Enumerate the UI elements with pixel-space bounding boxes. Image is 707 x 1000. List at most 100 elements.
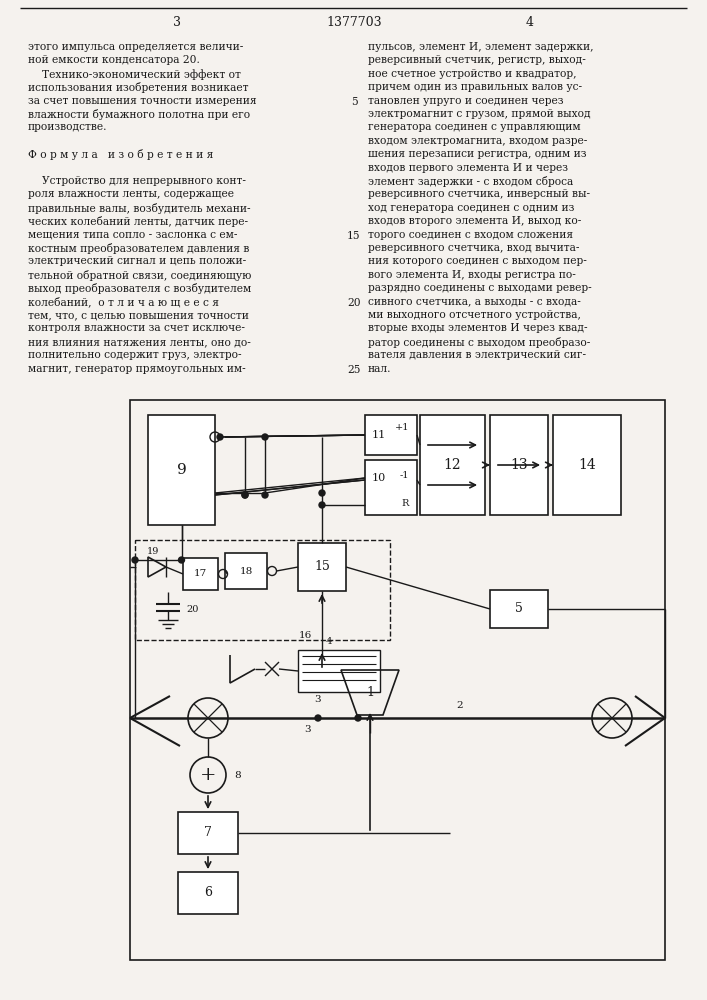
Text: причем один из правильных валов ус-: причем один из правильных валов ус- <box>368 82 582 92</box>
Text: использования изобретения возникает: использования изобретения возникает <box>28 82 248 93</box>
Text: -1: -1 <box>399 471 409 480</box>
Circle shape <box>242 492 248 498</box>
Bar <box>365 415 417 455</box>
Text: реверсивный счетчик, регистр, выход-: реверсивный счетчик, регистр, выход- <box>368 55 586 65</box>
Bar <box>130 400 665 960</box>
Bar <box>365 460 417 515</box>
Text: 5: 5 <box>351 97 357 107</box>
Bar <box>553 415 621 515</box>
Circle shape <box>217 434 223 440</box>
Text: Устройство для непрерывного конт-: Устройство для непрерывного конт- <box>42 176 246 186</box>
Text: ния которого соединен с выходом пер-: ния которого соединен с выходом пер- <box>368 256 587 266</box>
Text: контроля влажности за счет исключе-: контроля влажности за счет исключе- <box>28 323 245 333</box>
Text: электромагнит с грузом, прямой выход: электромагнит с грузом, прямой выход <box>368 109 590 119</box>
Text: 10: 10 <box>372 473 386 483</box>
Text: 4: 4 <box>526 15 534 28</box>
Text: влажности бумажного полотна при его: влажности бумажного полотна при его <box>28 109 250 120</box>
Text: реверсивного счетчика, вход вычита-: реверсивного счетчика, вход вычита- <box>368 243 580 253</box>
Circle shape <box>242 492 248 498</box>
Text: за счет повышения точности измерения: за счет повышения точности измерения <box>28 96 257 106</box>
Text: ческих колебаний ленты, датчик пере-: ческих колебаний ленты, датчик пере- <box>28 216 248 227</box>
Text: 4: 4 <box>326 638 332 647</box>
Text: 17: 17 <box>194 570 207 578</box>
Bar <box>298 650 380 692</box>
Text: 8: 8 <box>234 770 240 780</box>
Text: роля влажности ленты, содержащее: роля влажности ленты, содержащее <box>28 189 234 199</box>
Text: этого импульса определяется величи-: этого импульса определяется величи- <box>28 42 243 52</box>
Text: вого элемента И, входы регистра по-: вого элемента И, входы регистра по- <box>368 270 576 280</box>
Circle shape <box>355 715 361 721</box>
Bar <box>148 415 215 525</box>
Text: магнит, генератор прямоугольных им-: магнит, генератор прямоугольных им- <box>28 364 246 374</box>
Text: 16: 16 <box>298 631 312 640</box>
Text: ратор соединены с выходом преобразо-: ратор соединены с выходом преобразо- <box>368 337 590 348</box>
Text: шения перезаписи регистра, одним из: шения перезаписи регистра, одним из <box>368 149 587 159</box>
Text: 20: 20 <box>347 298 361 308</box>
Text: ния влияния натяжения ленты, оно до-: ния влияния натяжения ленты, оно до- <box>28 337 251 347</box>
Text: Ф о р м у л а   и з о б р е т е н и я: Ф о р м у л а и з о б р е т е н и я <box>28 149 214 160</box>
Text: 18: 18 <box>240 566 252 576</box>
Text: ное счетное устройство и квадратор,: ное счетное устройство и квадратор, <box>368 69 576 79</box>
Text: электрический сигнал и цепь положи-: электрический сигнал и цепь положи- <box>28 256 246 266</box>
Text: тельной обратной связи, соединяющую: тельной обратной связи, соединяющую <box>28 270 252 281</box>
Text: 3: 3 <box>305 726 311 734</box>
Text: торого соединен с входом сложения: торого соединен с входом сложения <box>368 230 573 240</box>
Text: мещения типа сопло - заслонка с ем-: мещения типа сопло - заслонка с ем- <box>28 230 238 240</box>
Text: вторые входы элементов И через квад-: вторые входы элементов И через квад- <box>368 323 588 333</box>
Text: тановлен упруго и соединен через: тановлен упруго и соединен через <box>368 96 563 106</box>
Text: R: R <box>402 498 409 508</box>
Bar <box>490 590 548 628</box>
Circle shape <box>315 715 321 721</box>
Bar <box>490 415 548 515</box>
Text: элемент задержки - с входом сброса: элемент задержки - с входом сброса <box>368 176 573 187</box>
Bar <box>225 553 267 589</box>
Text: костным преобразователем давления в: костным преобразователем давления в <box>28 243 250 254</box>
Text: колебаний,  о т л и ч а ю щ е е с я: колебаний, о т л и ч а ю щ е е с я <box>28 297 219 307</box>
Circle shape <box>178 557 185 563</box>
Text: +1: +1 <box>395 422 409 432</box>
Text: вателя давления в электрический сиг-: вателя давления в электрический сиг- <box>368 350 586 360</box>
Text: +: + <box>200 766 216 784</box>
Text: выход преобразователя с возбудителем: выход преобразователя с возбудителем <box>28 283 251 294</box>
Text: 3: 3 <box>315 696 321 704</box>
Text: ной емкости конденсатора 20.: ной емкости конденсатора 20. <box>28 55 200 65</box>
Text: 1: 1 <box>366 686 374 699</box>
Bar <box>183 558 218 590</box>
Text: 11: 11 <box>372 430 386 440</box>
Text: 15: 15 <box>347 231 361 241</box>
Text: правильные валы, возбудитель механи-: правильные валы, возбудитель механи- <box>28 203 250 214</box>
Text: 7: 7 <box>204 826 212 840</box>
Text: 3: 3 <box>173 15 181 28</box>
Bar <box>298 543 346 591</box>
Text: 9: 9 <box>177 463 187 477</box>
Text: 14: 14 <box>578 458 596 472</box>
Circle shape <box>319 490 325 496</box>
Bar <box>178 812 238 854</box>
Text: производстве.: производстве. <box>28 122 107 132</box>
Text: 19: 19 <box>147 546 159 556</box>
Bar <box>178 872 238 914</box>
Text: 20: 20 <box>186 604 199 613</box>
Circle shape <box>319 502 325 508</box>
Text: пульсов, элемент И, элемент задержки,: пульсов, элемент И, элемент задержки, <box>368 42 593 52</box>
Text: 5: 5 <box>515 602 523 615</box>
Text: входов первого элемента И и через: входов первого элемента И и через <box>368 163 568 173</box>
Text: 2: 2 <box>457 702 463 710</box>
Circle shape <box>262 492 268 498</box>
Text: 6: 6 <box>204 886 212 900</box>
Text: ход генератора соединен с одним из: ход генератора соединен с одним из <box>368 203 574 213</box>
Circle shape <box>132 557 138 563</box>
Text: разрядно соединены с выходами ревер-: разрядно соединены с выходами ревер- <box>368 283 592 293</box>
Text: реверсивного счетчика, инверсный вы-: реверсивного счетчика, инверсный вы- <box>368 189 590 199</box>
Text: 12: 12 <box>444 458 461 472</box>
Text: сивного счетчика, а выходы - с входа-: сивного счетчика, а выходы - с входа- <box>368 297 581 307</box>
Text: входом электромагнита, входом разре-: входом электромагнита, входом разре- <box>368 136 588 146</box>
Text: 1377703: 1377703 <box>326 15 382 28</box>
Text: нал.: нал. <box>368 364 392 374</box>
Text: 25: 25 <box>347 365 361 375</box>
Circle shape <box>262 434 268 440</box>
Bar <box>420 415 485 515</box>
Text: 13: 13 <box>510 458 528 472</box>
Text: тем, что, с целью повышения точности: тем, что, с целью повышения точности <box>28 310 249 320</box>
Text: генератора соединен с управляющим: генератора соединен с управляющим <box>368 122 580 132</box>
